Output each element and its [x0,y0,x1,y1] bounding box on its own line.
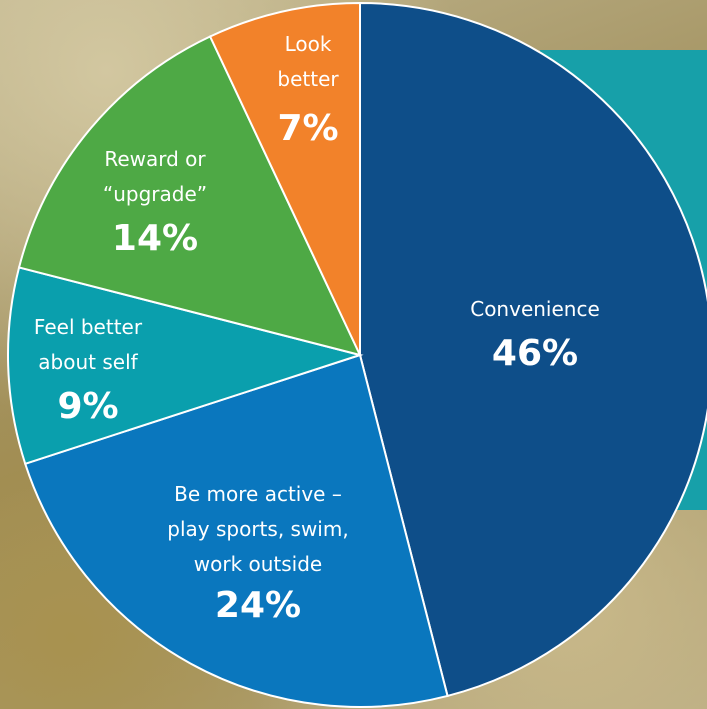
slice-label: Be more active – play sports, swim, work… [156,477,361,582]
page: (() => { const data = JSON.parse(documen… [0,0,707,709]
slice-label: Feel better about self [23,310,153,380]
value-label: 46% [455,333,615,375]
value-label: 7% [228,108,388,150]
slice-label: Look better [272,27,344,97]
value-label: 9% [8,386,168,428]
value-label: 14% [75,218,235,260]
slice-label: Convenience [455,292,615,327]
value-label: 24% [178,585,338,627]
slice-label: Reward or “upgrade” [95,142,215,212]
